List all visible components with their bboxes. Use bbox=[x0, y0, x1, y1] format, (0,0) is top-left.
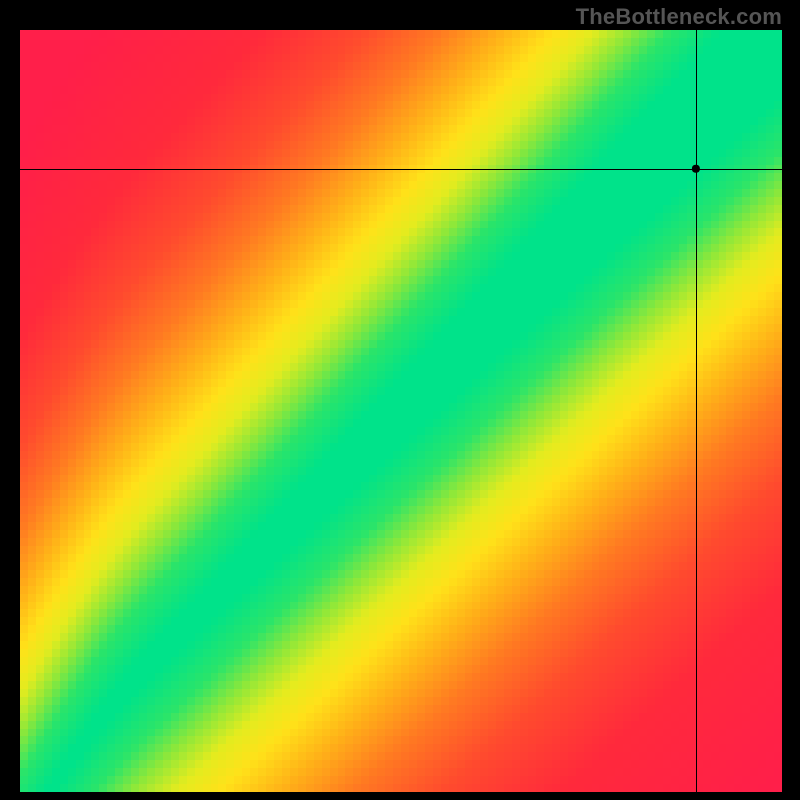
bottleneck-heatmap bbox=[0, 0, 800, 800]
watermark-text: TheBottleneck.com bbox=[576, 4, 782, 30]
